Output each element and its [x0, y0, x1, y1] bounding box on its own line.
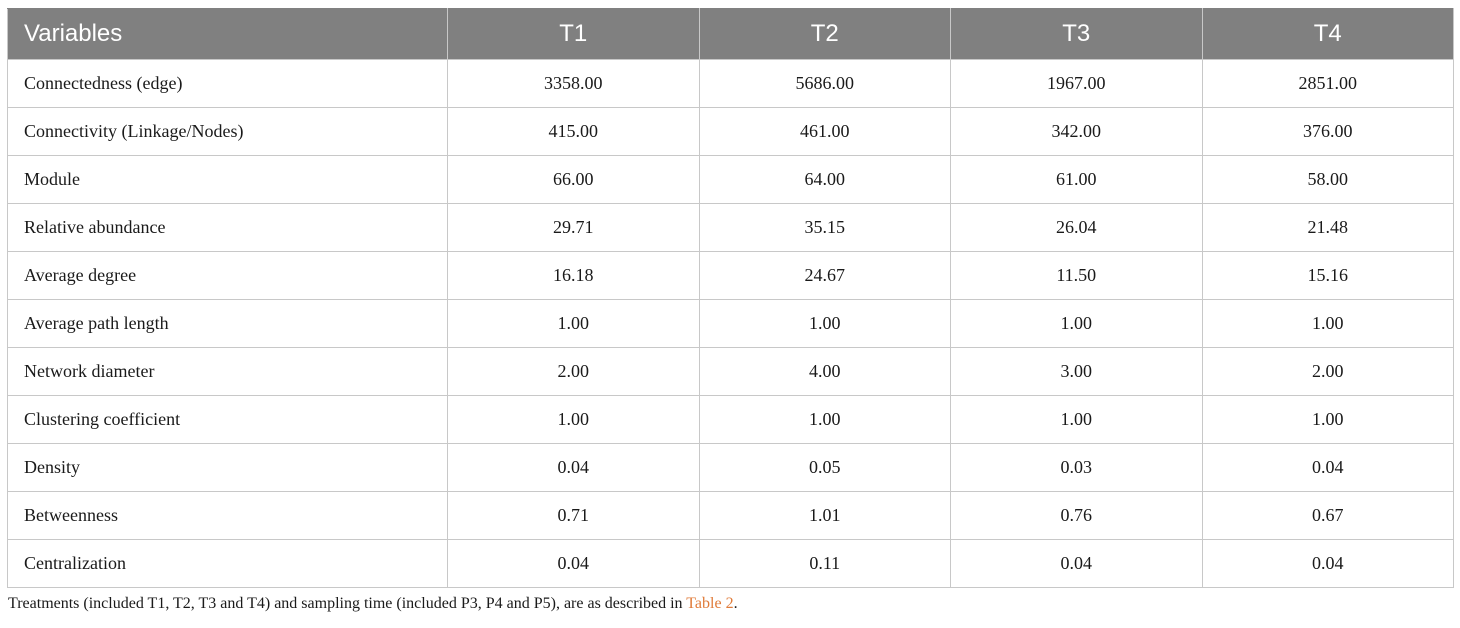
cell-t2: 1.01 [698, 491, 951, 540]
row-label: Average degree [7, 251, 448, 300]
cell-t1: 29.71 [447, 203, 700, 252]
cell-t3: 0.04 [950, 539, 1203, 588]
header-t4: T4 [1201, 8, 1454, 60]
header-variables: Variables [7, 8, 448, 60]
cell-t3: 0.03 [950, 443, 1203, 492]
row-label: Density [7, 443, 448, 492]
footnote-end: . [733, 595, 738, 612]
cell-t4: 1.00 [1201, 299, 1454, 348]
cell-t4: 0.67 [1201, 491, 1454, 540]
header-t1: T1 [447, 8, 700, 60]
cell-t2: 0.05 [698, 443, 951, 492]
row-label: Average path length [7, 299, 448, 348]
cell-t1: 0.04 [447, 443, 700, 492]
header-t2: T2 [698, 8, 951, 60]
network-properties-table: Variables T1 T2 T3 T4 Connectedness (edg… [7, 8, 1454, 588]
cell-t1: 0.71 [447, 491, 700, 540]
table-row: Module 66.00 64.00 61.00 58.00 [7, 155, 1454, 204]
cell-t2: 5686.00 [698, 59, 951, 108]
table-row: Average path length 1.00 1.00 1.00 1.00 [7, 299, 1454, 348]
table-row: Connectedness (edge) 3358.00 5686.00 1967.0… [7, 59, 1454, 108]
cell-t2: 0.11 [698, 539, 951, 588]
cell-t3: 1.00 [950, 395, 1203, 444]
footnote-text: Treatments (included T1, T2, T3 and T4) … [8, 595, 687, 612]
header-t3: T3 [950, 8, 1203, 60]
table-row: Relative abundance 29.71 35.15 26.04 21.48 [7, 203, 1454, 252]
cell-t3: 26.04 [950, 203, 1203, 252]
table-row: Clustering coefficient 1.00 1.00 1.00 1.00 [7, 395, 1454, 444]
table-2-link[interactable]: Table 2 [686, 595, 734, 612]
table-row: Average degree 16.18 24.67 11.50 15.16 [7, 251, 1454, 300]
row-label: Connectivity (Linkage/Nodes) [7, 107, 448, 156]
network-table-container: Variables T1 T2 T3 T4 Connectedness (edg… [7, 8, 1454, 588]
cell-t4: 15.16 [1201, 251, 1454, 300]
cell-t4: 2.00 [1201, 347, 1454, 396]
table-body: Connectedness (edge) 3358.00 5686.00 1967.0… [7, 59, 1454, 588]
cell-t1: 1.00 [447, 299, 700, 348]
table-row: Density 0.04 0.05 0.03 0.04 [7, 443, 1454, 492]
cell-t2: 24.67 [698, 251, 951, 300]
row-label: Betweenness [7, 491, 448, 540]
cell-t3: 1967.00 [950, 59, 1203, 108]
cell-t1: 2.00 [447, 347, 700, 396]
cell-t4: 21.48 [1201, 203, 1454, 252]
cell-t3: 1.00 [950, 299, 1203, 348]
table-row: Centralization 0.04 0.11 0.04 0.04 [7, 539, 1454, 588]
row-label: Module [7, 155, 448, 204]
cell-t2: 461.00 [698, 107, 951, 156]
cell-t2: 64.00 [698, 155, 951, 204]
cell-t1: 3358.00 [447, 59, 700, 108]
row-label: Relative abundance [7, 203, 448, 252]
cell-t3: 11.50 [950, 251, 1203, 300]
cell-t1: 0.04 [447, 539, 700, 588]
cell-t1: 1.00 [447, 395, 700, 444]
table-row: Connectivity (Linkage/Nodes) 415.00 461.00… [7, 107, 1454, 156]
cell-t4: 0.04 [1201, 443, 1454, 492]
cell-t3: 3.00 [950, 347, 1203, 396]
cell-t4: 58.00 [1201, 155, 1454, 204]
cell-t2: 1.00 [698, 299, 951, 348]
cell-t3: 0.76 [950, 491, 1203, 540]
cell-t1: 16.18 [447, 251, 700, 300]
table-footnote: Treatments (included T1, T2, T3 and T4) … [8, 595, 738, 613]
cell-t1: 66.00 [447, 155, 700, 204]
cell-t1: 415.00 [447, 107, 700, 156]
table-header-row: Variables T1 T2 T3 T4 [7, 8, 1454, 60]
cell-t3: 61.00 [950, 155, 1203, 204]
cell-t4: 376.00 [1201, 107, 1454, 156]
table-row: Betweenness 0.71 1.01 0.76 0.67 [7, 491, 1454, 540]
table-row: Network diameter 2.00 4.00 3.00 2.00 [7, 347, 1454, 396]
cell-t4: 1.00 [1201, 395, 1454, 444]
row-label: Centralization [7, 539, 448, 588]
row-label: Connectedness (edge) [7, 59, 448, 108]
cell-t2: 4.00 [698, 347, 951, 396]
cell-t4: 0.04 [1201, 539, 1454, 588]
cell-t4: 2851.00 [1201, 59, 1454, 108]
cell-t2: 35.15 [698, 203, 951, 252]
row-label: Network diameter [7, 347, 448, 396]
cell-t2: 1.00 [698, 395, 951, 444]
row-label: Clustering coefficient [7, 395, 448, 444]
cell-t3: 342.00 [950, 107, 1203, 156]
